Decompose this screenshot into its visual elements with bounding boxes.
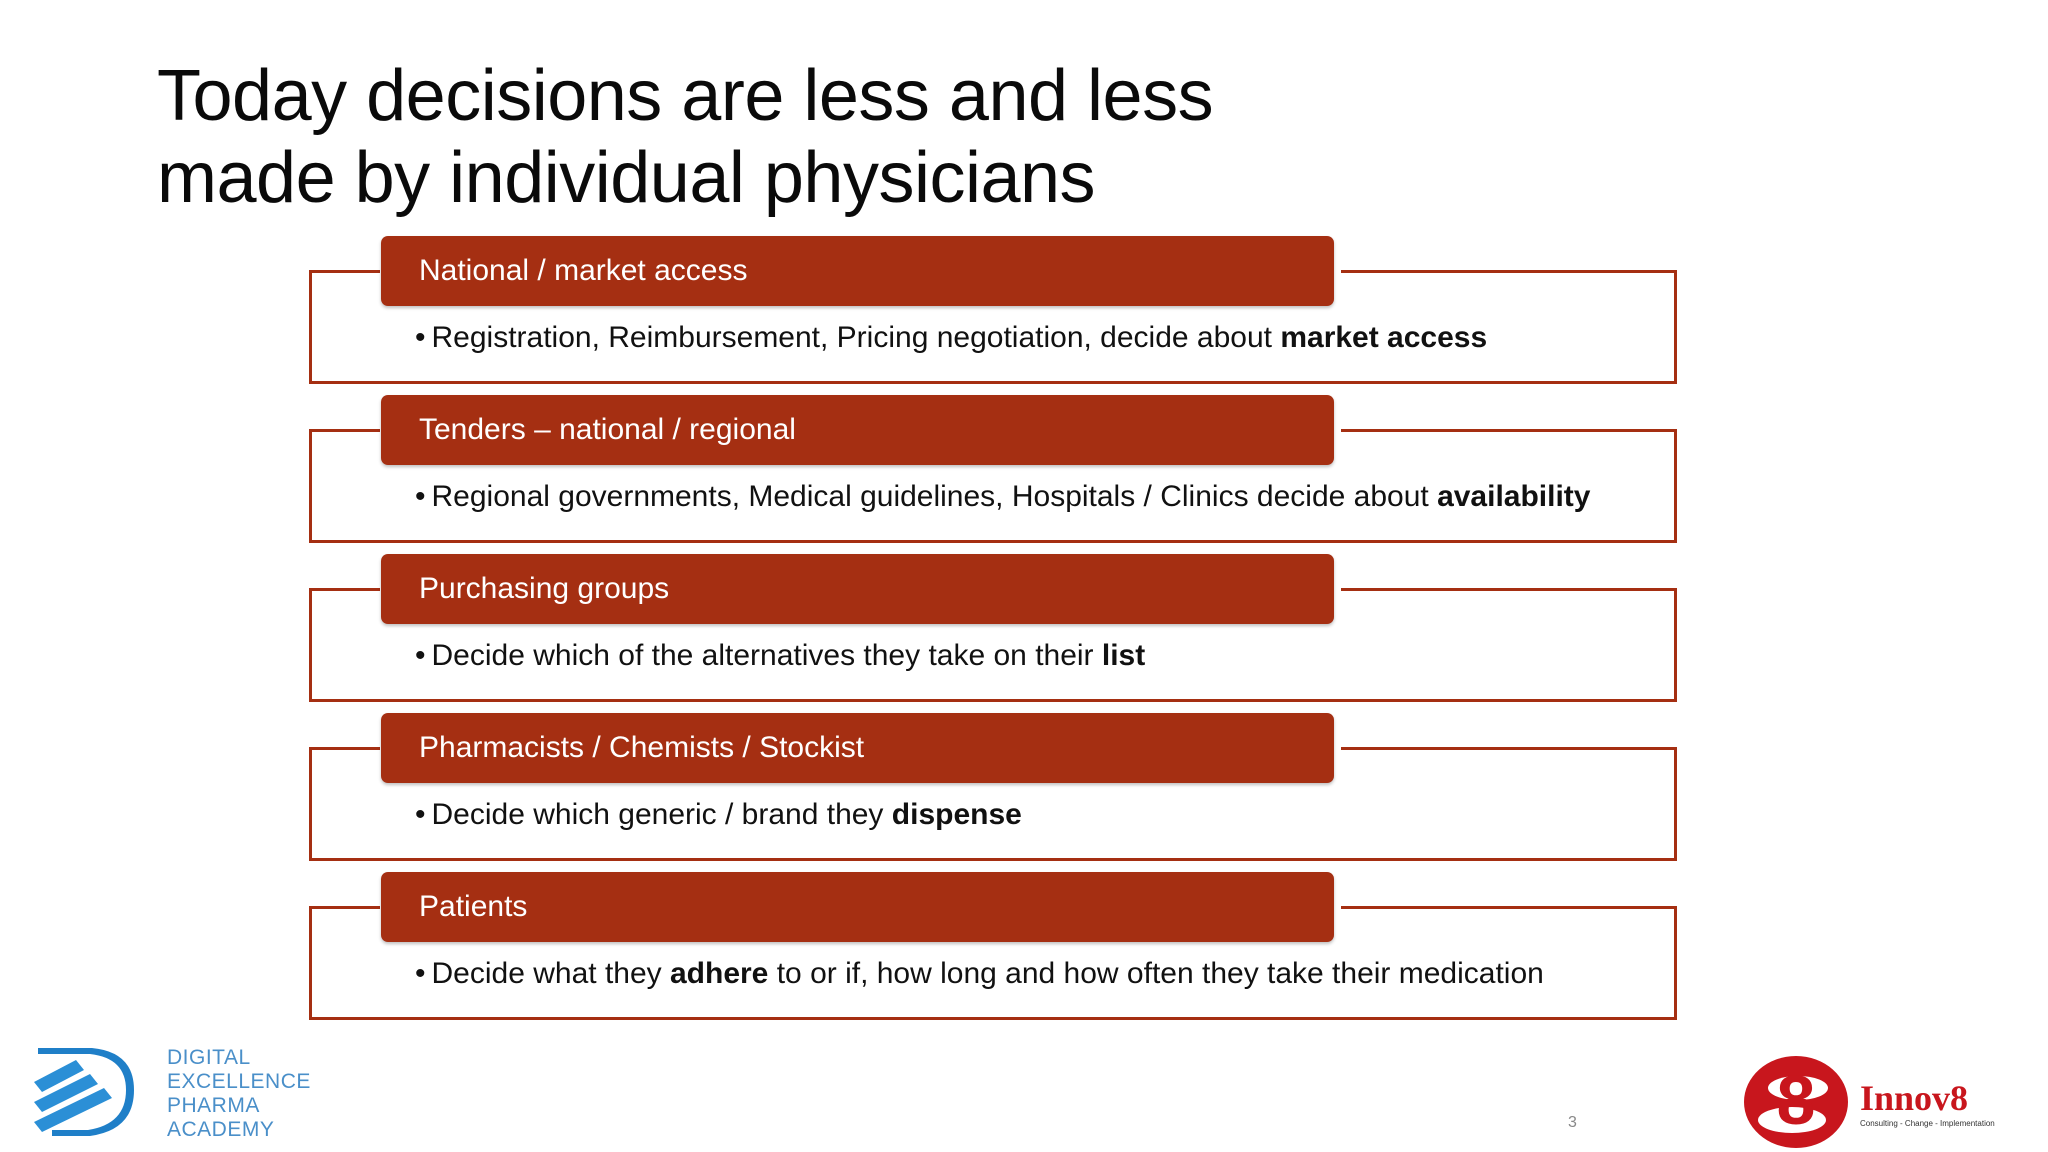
decision-level-bullet: • Registration, Reimbursement, Pricing ne… [415,318,1487,358]
decision-level-header: Tenders – national / regional [381,395,1334,465]
innov8-tagline: Consulting - Change - Implementation [1860,1119,1995,1128]
bullet-emphasis: list [1101,639,1146,672]
bullet-text-tail: to or if, how long and how often they ta… [768,957,1544,990]
bullet-emphasis: dispense [891,798,1022,831]
frame-top-left [309,747,380,750]
decision-level-tenders: Tenders – national / regional • Regional … [309,395,1677,543]
decision-level-header: Patients [381,872,1334,942]
decision-level-bullet: • Decide which of the alternatives they t… [415,636,1145,676]
slide-title-line-2: made by individual physicians [157,138,1096,218]
bullet-emphasis: market access [1280,321,1488,354]
decision-level-patients: Patients • Decide what they adhere to or … [309,872,1677,1020]
frame-top-right [1341,906,1677,909]
decision-level-header-label: Patients [419,890,528,923]
bullet-text: Registration, Reimbursement, Pricing neg… [431,321,1281,354]
academy-line-4: ACADEMY [167,1118,275,1141]
decision-level-national: National / market access • Registration, … [309,236,1677,384]
decision-level-header: National / market access [381,236,1334,306]
innov8-digit: 8 [1777,1061,1816,1139]
bullet-dot: • [415,957,426,990]
innov8-wordmark: Innov8 [1860,1078,1968,1118]
academy-name: DIGITAL EXCELLENCE PHARMA ACADEMY [167,1046,311,1142]
bullet-text: Decide which of the alternatives they ta… [431,639,1102,672]
slide-title: Today decisions are less and less made b… [157,55,1214,219]
academy-logo-icon [34,1048,134,1136]
slide-title-line-1: Today decisions are less and less [157,56,1214,136]
decision-level-frame [309,906,1677,1020]
bullet-dot: • [415,480,426,513]
frame-top-right [1341,588,1677,591]
bullet-text: Decide what they [431,957,670,990]
bullet-text: Decide which generic / brand they [431,798,892,831]
decision-level-frame [309,429,1677,543]
decision-level-header-label: Pharmacists / Chemists / Stockist [419,731,865,764]
decision-level-frame [309,588,1677,702]
bullet-dot: • [415,639,426,672]
decision-level-purchasing-groups: Purchasing groups • Decide which of the a… [309,554,1677,702]
decision-level-frame [309,270,1677,384]
frame-top-right [1341,747,1677,750]
decision-level-header-label: Tenders – national / regional [419,413,796,446]
decision-level-bullet: • Decide which generic / brand they dispe… [415,795,1022,835]
academy-line-3: PHARMA [167,1094,260,1117]
frame-top-left [309,429,380,432]
bullet-dot: • [415,321,426,354]
frame-top-right [1341,270,1677,273]
decision-level-header-label: National / market access [419,254,748,287]
bullet-emphasis: availability [1437,480,1591,513]
decision-level-pharmacists: Pharmacists / Chemists / Stockist • Decid… [309,713,1677,861]
academy-line-1: DIGITAL [167,1046,251,1069]
decision-level-frame [309,747,1677,861]
decision-level-header: Pharmacists / Chemists / Stockist [381,713,1334,783]
decision-level-bullet: • Regional governments, Medical guideline… [415,477,1590,517]
frame-top-right [1341,429,1677,432]
page-number: 3 [1568,1114,1577,1131]
bullet-emphasis: adhere [669,957,769,990]
frame-top-left [309,270,380,273]
decision-level-header: Purchasing groups [381,554,1334,624]
decision-level-bullet: • Decide what they adhere to or if, how l… [415,954,1544,994]
frame-top-left [309,588,380,591]
bullet-text: Regional governments, Medical guidelines… [431,480,1438,513]
frame-top-left [309,906,380,909]
innov8-logo-icon: 8 Innov8 Consulting - Change - Implement… [1744,1056,1995,1148]
academy-line-2: EXCELLENCE [167,1070,311,1093]
decision-level-header-label: Purchasing groups [419,572,670,605]
bullet-dot: • [415,798,426,831]
